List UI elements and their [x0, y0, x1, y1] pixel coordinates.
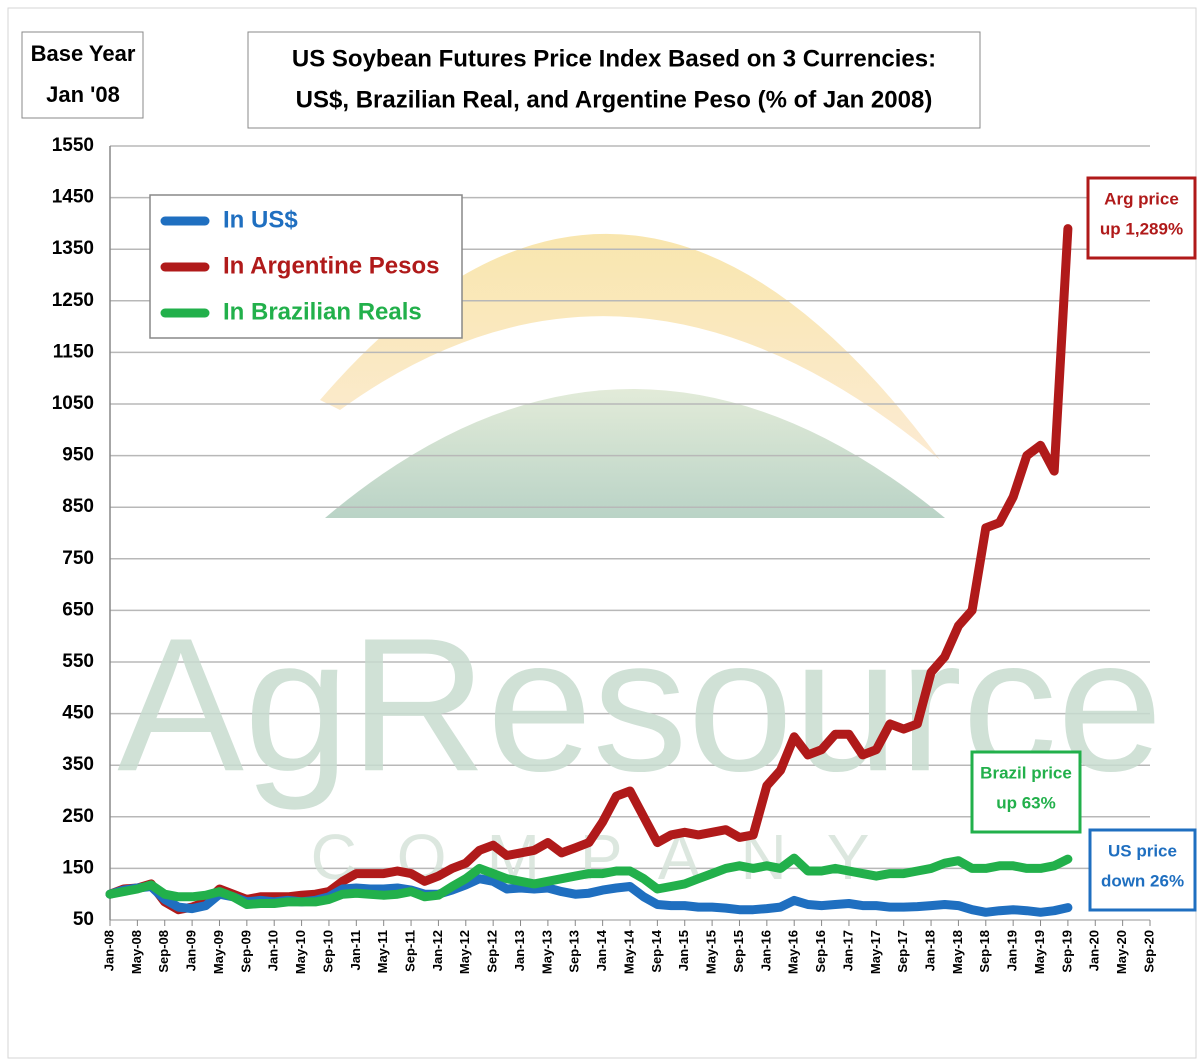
x-tick-label: Sep-14	[649, 929, 664, 972]
x-tick-label: May-14	[621, 929, 636, 974]
x-tick-label: Sep-16	[813, 930, 828, 973]
chart: AgResource COMPANY Base Year Jan '08 US …	[0, 0, 1199, 1061]
annotation-text: Brazil price	[980, 763, 1072, 782]
base-label: Base Year	[31, 41, 136, 66]
y-tick-label: 650	[62, 599, 94, 620]
x-tick-label: Jan-19	[1005, 930, 1020, 971]
x-tick-label: Jan-12	[430, 930, 445, 971]
y-tick-label: 1550	[52, 135, 94, 156]
x-tick-label: Sep-19	[1059, 930, 1074, 973]
y-tick-label: 1450	[52, 187, 94, 208]
x-tick-label: May-13	[539, 930, 554, 974]
x-tick-label: May-08	[129, 930, 144, 974]
x-tick-label: Sep-10	[320, 930, 335, 973]
x-tick-label: Jan-11	[348, 930, 363, 970]
x-tick-label: Sep-09	[238, 930, 253, 973]
annotation-text: up 1,289%	[1100, 219, 1183, 238]
x-tick-label: May-18	[950, 930, 965, 974]
chart-title: US$, Brazilian Real, and Argentine Peso …	[296, 86, 933, 113]
y-tick-label: 250	[62, 806, 94, 827]
y-tick-label: 450	[62, 703, 94, 724]
watermark-sub: COMPANY	[311, 821, 910, 893]
annotation-text: up 63%	[996, 793, 1056, 812]
x-tick-label: May-12	[457, 930, 472, 974]
y-tick-label: 850	[62, 496, 94, 517]
annotation-text: US price	[1108, 841, 1177, 860]
chart-title: US Soybean Futures Price Index Based on …	[292, 45, 936, 72]
x-tick-label: Jan-13	[512, 930, 527, 971]
y-tick-label: 1050	[52, 393, 94, 414]
x-tick-label: Jan-14	[594, 929, 609, 971]
x-tick-label: Jan-15	[676, 930, 691, 971]
y-tick-label: 50	[73, 909, 94, 930]
x-tick-label: Sep-08	[156, 930, 171, 973]
x-tick-label: May-16	[786, 930, 801, 974]
legend-label: In Brazilian Reals	[223, 298, 422, 325]
x-tick-label: Jan-10	[266, 930, 281, 971]
x-tick-label: May-11	[375, 930, 390, 973]
annotation-text: Arg price	[1104, 189, 1179, 208]
y-tick-label: 350	[62, 754, 94, 775]
y-tick-label: 750	[62, 548, 94, 569]
x-tick-label: Jan-09	[184, 930, 199, 971]
x-tick-label: Sep-15	[731, 930, 746, 973]
x-tick-label: May-17	[868, 930, 883, 974]
y-tick-label: 150	[62, 857, 94, 878]
x-tick-label: Jan-17	[840, 930, 855, 971]
x-tick-label: May-19	[1032, 930, 1047, 974]
x-tick-label: Sep-11	[402, 930, 417, 972]
x-tick-label: Jan-16	[758, 930, 773, 971]
x-tick-label: Sep-20	[1141, 930, 1156, 973]
x-tick-label: Sep-17	[895, 930, 910, 973]
y-tick-label: 550	[62, 651, 94, 672]
x-tick-label: May-10	[293, 930, 308, 974]
legend-label: In US$	[223, 206, 298, 233]
x-tick-label: Sep-12	[485, 930, 500, 973]
x-tick-label: Sep-13	[567, 930, 582, 973]
y-tick-label: 1350	[52, 238, 94, 259]
x-tick-label: Jan-08	[101, 930, 116, 971]
x-tick-label: May-09	[211, 930, 226, 974]
x-tick-label: May-15	[704, 930, 719, 974]
x-tick-label: Jan-20	[1087, 930, 1102, 971]
base-label: Jan '08	[46, 82, 120, 107]
y-tick-label: 950	[62, 445, 94, 466]
annotation-text: down 26%	[1101, 871, 1184, 890]
legend-label: In Argentine Pesos	[223, 252, 440, 279]
x-tick-label: May-20	[1114, 930, 1129, 974]
x-tick-label: Jan-18	[922, 930, 937, 971]
y-tick-label: 1250	[52, 290, 94, 311]
y-tick-label: 1150	[53, 341, 94, 362]
x-tick-label: Sep-18	[977, 930, 992, 973]
